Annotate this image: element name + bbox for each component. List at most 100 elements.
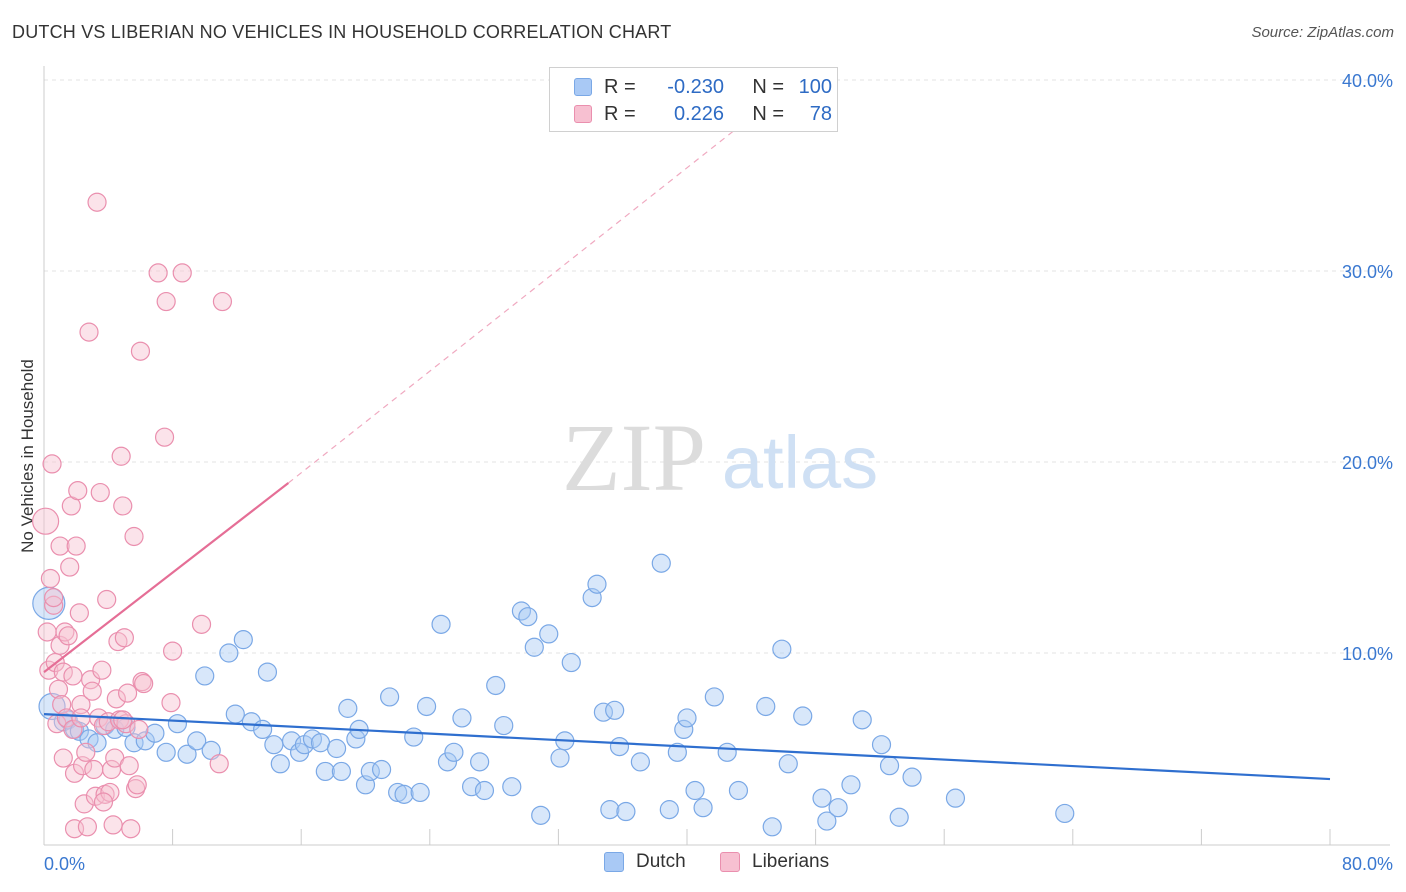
point-dutch [233, 630, 253, 650]
point-dutch [841, 775, 861, 795]
point-dutch [416, 696, 437, 717]
point-dutch [331, 761, 351, 782]
point-dutch [494, 715, 514, 736]
point-dutch [315, 761, 335, 782]
point-liberians [63, 719, 83, 740]
point-dutch [145, 723, 165, 743]
point-liberians [103, 815, 123, 835]
point-liberians [121, 819, 141, 839]
point-dutch [1055, 803, 1075, 824]
legend-r-value: 0.226 [673, 102, 724, 125]
point-dutch [817, 811, 837, 831]
point-liberians [93, 792, 114, 812]
point-liberians [76, 742, 96, 762]
legend-n-value: 78 [809, 102, 832, 125]
bottom-legend-swatch-liberians [720, 852, 740, 872]
point-dutch [659, 800, 679, 820]
point-dutch [587, 574, 607, 594]
point-dutch [674, 719, 694, 740]
point-dutch [605, 700, 625, 720]
point-liberians [113, 710, 133, 730]
legend-row-dutch: R = -0.230 N = 100 [574, 74, 832, 100]
point-dutch [630, 752, 650, 772]
point-dutch [756, 696, 776, 717]
point-dutch [793, 706, 813, 726]
source-label: Source: ZipAtlas.com [1251, 24, 1394, 41]
point-liberians [79, 322, 99, 342]
y-tick-label: 30.0% [1342, 262, 1393, 282]
point-dutch [437, 752, 458, 772]
point-liberians [124, 526, 144, 547]
point-liberians [113, 496, 133, 516]
point-dutch [778, 754, 798, 774]
trend-line-liberians-extension [287, 129, 736, 484]
bottom-legend-label-dutch: Dutch [636, 851, 686, 872]
legend-swatch-dutch [574, 78, 592, 96]
point-dutch [225, 704, 245, 724]
trend-line-liberians [43, 482, 290, 673]
point-dutch [486, 675, 506, 696]
point-liberians [154, 427, 175, 447]
point-liberians [66, 536, 86, 556]
point-dutch [502, 777, 522, 797]
point-dutch [156, 742, 176, 762]
watermark-zip: ZIP [562, 404, 706, 511]
bottom-legend-dutch[interactable]: Dutch [604, 851, 686, 873]
point-dutch [616, 801, 636, 822]
point-dutch [310, 733, 331, 753]
point-liberians [60, 557, 80, 577]
point-dutch [380, 687, 400, 707]
point-dutch [828, 798, 848, 818]
point-liberians [68, 481, 88, 501]
point-liberians [44, 595, 64, 615]
point-dutch [762, 817, 782, 837]
point-dutch [338, 698, 358, 718]
point-dutch [879, 756, 900, 776]
grid-lines [44, 79, 1390, 654]
point-dutch [371, 759, 392, 780]
point-dutch [902, 767, 922, 787]
point-dutch [685, 780, 705, 801]
point-liberians [119, 756, 139, 776]
point-liberians [69, 603, 89, 623]
point-liberians [129, 719, 149, 740]
legend-n-value: 100 [798, 75, 832, 98]
point-liberians [148, 263, 168, 283]
point-liberians [117, 683, 138, 703]
y-tick-label: 10.0% [1342, 644, 1393, 664]
watermark-atlas: atlas [722, 421, 878, 504]
point-dutch [852, 710, 872, 730]
point-dutch [431, 614, 451, 634]
bottom-legend-label-liberians: Liberians [752, 851, 830, 872]
series-dutch [32, 553, 1075, 837]
bottom-legend-liberians[interactable]: Liberians [720, 851, 829, 873]
point-dutch [772, 639, 792, 659]
point-liberians [50, 536, 70, 556]
point-liberians [71, 708, 91, 728]
y-tick-label: 20.0% [1342, 453, 1393, 473]
point-dutch [600, 800, 620, 820]
point-liberians [77, 817, 98, 837]
point-dutch [518, 607, 538, 627]
point-liberians [37, 622, 57, 642]
point-dutch [693, 798, 713, 818]
bottom-legend: Dutch Liberians [0, 851, 1406, 877]
point-liberians [53, 748, 73, 768]
point-liberians [63, 666, 83, 686]
point-dutch [539, 624, 559, 644]
point-liberians [172, 263, 192, 283]
point-dutch [717, 742, 737, 762]
point-dutch [461, 777, 482, 797]
point-liberians [163, 641, 183, 661]
point-liberians [40, 568, 61, 589]
legend-r-label: R = [604, 102, 636, 125]
point-liberians [212, 291, 233, 312]
point-dutch [253, 719, 273, 740]
point-dutch [326, 738, 347, 759]
legend-r-value: -0.230 [667, 75, 724, 98]
x-tick-label: 80.0% [1342, 854, 1393, 874]
point-dutch [219, 643, 239, 663]
point-liberians [74, 794, 94, 814]
point-liberians [90, 482, 110, 503]
